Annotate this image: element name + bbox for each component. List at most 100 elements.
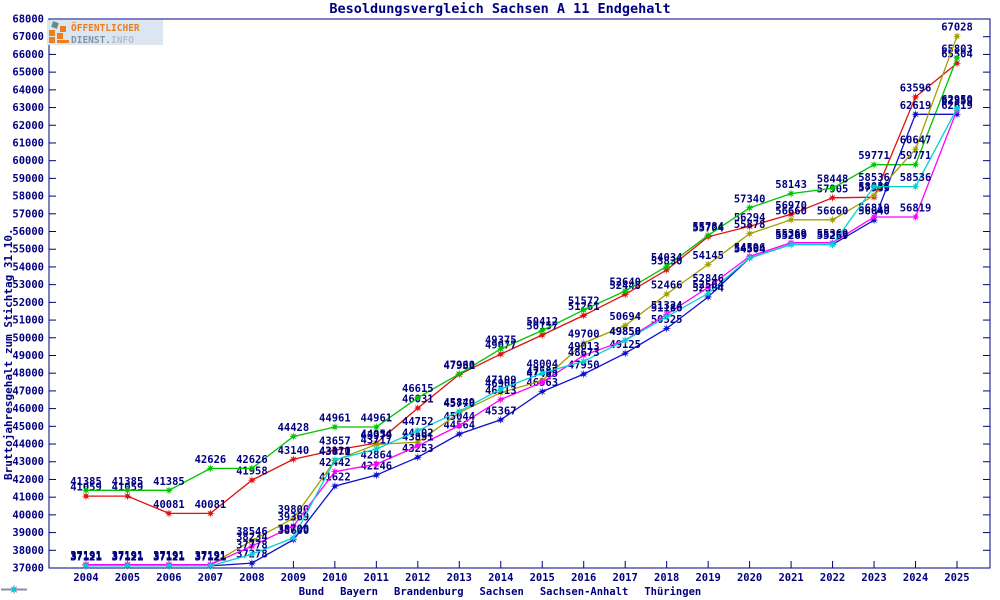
y-tick-label: 63000 [12, 102, 44, 114]
point-marker-sachsen [786, 215, 796, 225]
point-label: 41385 [112, 476, 144, 488]
point-label: 43717 [361, 435, 393, 447]
x-tick-label: 2018 [654, 572, 679, 584]
point-marker-sachsen-anhalt [911, 212, 920, 222]
point-label: 45044 [443, 411, 475, 423]
point-label: 37191 [112, 550, 144, 562]
point-label: 39369 [278, 512, 310, 524]
y-tick-label: 47000 [12, 385, 44, 397]
point-marker-bund [496, 349, 506, 359]
point-marker-bund [247, 475, 257, 485]
x-tick-label: 2020 [737, 572, 762, 584]
point-marker-thüringen [81, 561, 91, 571]
point-label: 44961 [361, 413, 393, 425]
point-label: 41385 [70, 476, 102, 488]
point-label: 52466 [651, 280, 683, 292]
legend-item-bayern: Bayern [1, 585, 378, 598]
point-label: 65803 [941, 43, 973, 55]
series-line-thüringen [86, 108, 958, 567]
point-label: 50694 [609, 311, 641, 323]
point-marker-thüringen [372, 444, 381, 454]
point-label: 56640 [858, 206, 890, 218]
point-label: 52448 [609, 280, 641, 292]
point-label: 56294 [734, 212, 766, 224]
point-marker-brandenburg [620, 349, 630, 358]
point-marker-thüringen [413, 426, 423, 435]
point-label: 58143 [775, 179, 807, 191]
point-marker-sachsen-anhalt [289, 521, 298, 531]
series-line-sachsen [86, 35, 958, 566]
chart-frame [48, 18, 991, 569]
point-label: 39800 [278, 504, 310, 516]
point-label: 49700 [568, 329, 600, 341]
point-label: 52504 [692, 279, 724, 291]
y-tick-label: 40000 [12, 509, 44, 521]
y-tick-label: 57000 [12, 208, 44, 220]
point-marker-thüringen [662, 312, 671, 322]
point-label: 47109 [485, 374, 517, 386]
y-tick-label: 54000 [12, 261, 44, 273]
point-marker-sachsen [745, 229, 754, 238]
legend-item-thüringen: Thüringen [1, 585, 701, 598]
point-label: 45367 [485, 405, 517, 417]
point-label: 55369 [817, 228, 849, 240]
point-marker-brandenburg [330, 481, 340, 491]
series-line-sachsen-anhalt [86, 109, 958, 566]
point-marker-bayern [289, 432, 298, 441]
legend-label: Sachsen-Anhalt [539, 586, 629, 598]
point-label: 59771 [900, 150, 932, 162]
point-label: 56819 [900, 203, 932, 215]
point-label: 49856 [609, 326, 641, 338]
point-label: 67028 [941, 22, 973, 34]
y-tick-label: 48000 [12, 368, 44, 380]
point-marker-sachsen [703, 260, 713, 269]
legend-item-bund: Bund [1, 585, 324, 598]
point-marker-thüringen [206, 561, 215, 571]
point-label: 46615 [402, 383, 434, 395]
point-label: 37778 [236, 540, 268, 552]
point-label: 58536 [900, 172, 932, 184]
point-marker-bund [330, 445, 340, 455]
point-label: 42626 [236, 454, 268, 466]
point-label: 58448 [817, 174, 849, 186]
point-marker-sachsen [579, 338, 588, 348]
x-tick-label: 2025 [944, 572, 969, 584]
point-label: 51572 [568, 295, 600, 307]
point-label: 43071 [319, 446, 351, 458]
x-tick-label: 2008 [239, 572, 264, 584]
point-label: 62950 [941, 94, 973, 106]
point-label: 54145 [692, 250, 724, 262]
point-marker-brandenburg [579, 369, 588, 379]
point-label: 51324 [651, 300, 683, 312]
y-tick-label: 58000 [12, 191, 44, 203]
point-marker-sachsen [828, 215, 837, 225]
y-tick-label: 53000 [12, 279, 44, 291]
point-marker-sachsen-anhalt [869, 212, 879, 222]
y-tick-label: 68000 [12, 14, 44, 26]
point-marker-sachsen-anhalt [496, 395, 506, 404]
point-marker-sachsen [247, 536, 257, 545]
y-tick-label: 67000 [12, 31, 44, 43]
y-tick-label: 46000 [12, 403, 44, 415]
point-marker-bund [828, 193, 837, 203]
point-marker-bayern [247, 464, 257, 473]
point-label: 55269 [775, 230, 807, 242]
oeffentlicher-dienst-logo[interactable]: ÖFFENTLICHER DIENST.INFO [47, 20, 163, 45]
point-marker-brandenburg [911, 110, 920, 119]
point-label: 49125 [609, 339, 641, 351]
point-label: 38600 [278, 525, 310, 537]
point-marker-sachsen-anhalt [579, 351, 588, 360]
point-marker-bayern [952, 53, 962, 63]
point-label: 38546 [236, 526, 268, 538]
legend-label: Bayern [340, 586, 378, 598]
y-tick-label: 52000 [12, 297, 44, 309]
point-label: 38700 [278, 523, 310, 535]
point-marker-thüringen [123, 561, 132, 571]
point-label: 43110 [319, 445, 351, 457]
point-label: 56970 [775, 200, 807, 212]
point-label: 48004 [526, 359, 558, 371]
x-tick-label: 2024 [903, 572, 928, 584]
point-marker-bayern [703, 231, 713, 240]
point-marker-bayern [81, 486, 91, 495]
